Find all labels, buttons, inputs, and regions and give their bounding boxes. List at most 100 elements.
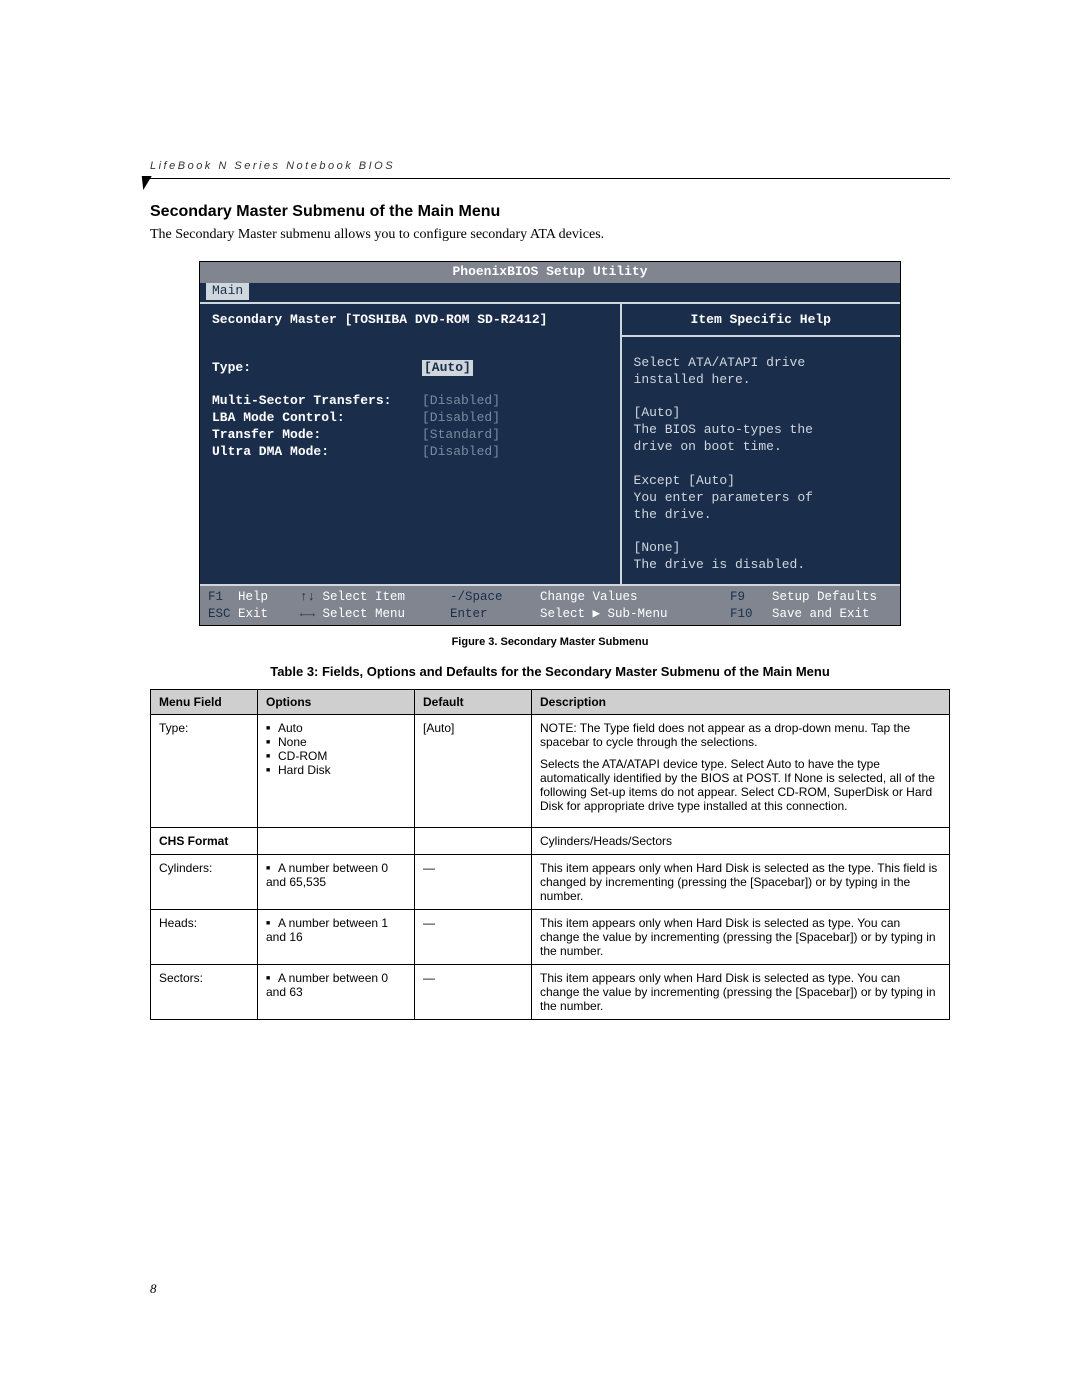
th-default: Default <box>415 689 532 714</box>
cell-type-desc: NOTE: The Type field does not appear as … <box>532 714 950 827</box>
cell-sectors-options: A number between 0 and 63 <box>258 964 415 1019</box>
table-row-sectors: Sectors: A number between 0 and 63 — Thi… <box>151 964 950 1019</box>
cell-sectors-desc: This item appears only when Hard Disk is… <box>532 964 950 1019</box>
cell-heads-menu: Heads: <box>151 909 258 964</box>
th-options: Options <box>258 689 415 714</box>
section-intro: The Secondary Master submenu allows you … <box>150 227 950 243</box>
cell-type-menu: Type: <box>151 714 258 827</box>
bios-help-title: Item Specific Help <box>622 304 900 337</box>
bios-value-ultra: [Disabled] <box>422 444 500 461</box>
cell-cyl-options: A number between 0 and 65,535 <box>258 854 415 909</box>
bios-field-type[interactable]: Type: [Auto] <box>212 360 610 377</box>
bios-field-ultra: Ultra DMA Mode: [Disabled] <box>212 444 610 461</box>
key-esc: ESC <box>208 607 231 621</box>
help-l7: You enter parameters of <box>634 490 890 507</box>
key-enter: Enter <box>450 606 540 622</box>
key-arrows-h: ←→ <box>300 607 315 621</box>
table-caption: Table 3: Fields, Options and Defaults fo… <box>150 664 950 679</box>
bios-menu-bar: Main <box>200 283 900 302</box>
opt-cdrom: CD-ROM <box>266 749 406 763</box>
document-page: LifeBook N Series Notebook BIOS Secondar… <box>0 0 1080 1397</box>
label-select-menu: Select Menu <box>323 607 406 621</box>
help-l2: installed here. <box>634 372 890 389</box>
key-f1: F1 <box>208 590 223 604</box>
opt-heads: A number between 1 and 16 <box>266 916 406 944</box>
opt-auto: Auto <box>266 721 406 735</box>
table-row-type: Type: Auto None CD-ROM Hard Disk [Auto] … <box>151 714 950 827</box>
label-setup-defaults: Setup Defaults <box>772 589 892 605</box>
opt-harddisk: Hard Disk <box>266 763 406 777</box>
help-l9: [None] <box>634 540 890 557</box>
bios-value-lba: [Disabled] <box>422 410 500 427</box>
bios-label-ultra: Ultra DMA Mode: <box>212 444 422 461</box>
table-header-row: Menu Field Options Default Description <box>151 689 950 714</box>
help-l3: [Auto] <box>634 405 890 422</box>
label-save-exit: Save and Exit <box>772 606 892 622</box>
cell-sectors-default: — <box>415 964 532 1019</box>
bios-screen: PhoenixBIOS Setup Utility Main Secondary… <box>199 261 901 626</box>
help-l6: Except [Auto] <box>634 473 890 490</box>
header-breadcrumb: LifeBook N Series Notebook BIOS <box>150 160 950 172</box>
fields-table: Menu Field Options Default Description T… <box>150 689 950 1020</box>
cell-type-default: [Auto] <box>415 714 532 827</box>
opt-none: None <box>266 735 406 749</box>
label-help: Help <box>238 590 268 604</box>
help-l4: The BIOS auto-types the <box>634 422 890 439</box>
label-select-item: Select Item <box>323 590 406 604</box>
bios-field-multi: Multi-Sector Transfers: [Disabled] <box>212 393 610 410</box>
key-f10: F10 <box>730 606 772 622</box>
bios-help-pane: Item Specific Help Select ATA/ATAPI driv… <box>622 304 900 584</box>
cell-heads-desc: This item appears only when Hard Disk is… <box>532 909 950 964</box>
table-row-heads: Heads: A number between 1 and 16 — This … <box>151 909 950 964</box>
bios-value-type[interactable]: [Auto] <box>422 360 473 377</box>
help-l1: Select ATA/ATAPI drive <box>634 355 890 372</box>
table-row-chs: CHS Format Cylinders/Heads/Sectors <box>151 827 950 854</box>
th-description: Description <box>532 689 950 714</box>
bios-value-multi: [Disabled] <box>422 393 500 410</box>
cell-cyl-menu: Cylinders: <box>151 854 258 909</box>
bios-field-lba: LBA Mode Control: [Disabled] <box>212 410 610 427</box>
cell-sectors-menu: Sectors: <box>151 964 258 1019</box>
label-select-sub: Select ▶ Sub-Menu <box>540 606 730 622</box>
cell-heads-options: A number between 1 and 16 <box>258 909 415 964</box>
help-l10: The drive is disabled. <box>634 557 890 574</box>
bios-footrow-1: F1 Help ↑↓ Select Item -/Space Change Va… <box>208 589 892 605</box>
bios-title-bar: PhoenixBIOS Setup Utility <box>200 262 900 283</box>
bios-label-transfer: Transfer Mode: <box>212 427 422 444</box>
bios-left-pane: Secondary Master [TOSHIBA DVD-ROM SD-R24… <box>200 304 622 584</box>
bios-label-lba: LBA Mode Control: <box>212 410 422 427</box>
key-f9: F9 <box>730 589 772 605</box>
bios-subtitle: Secondary Master [TOSHIBA DVD-ROM SD-R24… <box>212 312 610 329</box>
bios-field-transfer: Transfer Mode: [Standard] <box>212 427 610 444</box>
cell-chs-default <box>415 827 532 854</box>
label-change-values: Change Values <box>540 589 730 605</box>
cell-type-options: Auto None CD-ROM Hard Disk <box>258 714 415 827</box>
type-desc2: Selects the ATA/ATAPI device type. Selec… <box>540 757 941 813</box>
th-menu: Menu Field <box>151 689 258 714</box>
key-space: -/Space <box>450 589 540 605</box>
type-desc1: NOTE: The Type field does not appear as … <box>540 721 941 749</box>
cell-chs-desc: Cylinders/Heads/Sectors <box>532 827 950 854</box>
cell-cyl-default: — <box>415 854 532 909</box>
figure-caption: Figure 3. Secondary Master Submenu <box>150 636 950 648</box>
opt-sectors: A number between 0 and 63 <box>266 971 406 999</box>
bios-footer: F1 Help ↑↓ Select Item -/Space Change Va… <box>200 586 900 625</box>
bios-menu-main[interactable]: Main <box>206 283 249 300</box>
help-l8: the drive. <box>634 507 890 524</box>
bios-label-multi: Multi-Sector Transfers: <box>212 393 422 410</box>
bios-value-transfer: [Standard] <box>422 427 500 444</box>
cell-chs-options <box>258 827 415 854</box>
page-number: 8 <box>150 1281 157 1297</box>
header-rule <box>150 178 950 179</box>
bios-label-type: Type: <box>212 360 422 377</box>
cell-chs-menu: CHS Format <box>151 827 258 854</box>
bios-body: Secondary Master [TOSHIBA DVD-ROM SD-R24… <box>200 302 900 586</box>
bios-footrow-2: ESC Exit ←→ Select Menu Enter Select ▶ S… <box>208 606 892 622</box>
cell-heads-default: — <box>415 909 532 964</box>
help-l5: drive on boot time. <box>634 439 890 456</box>
section-title: Secondary Master Submenu of the Main Men… <box>150 203 950 221</box>
opt-cyl: A number between 0 and 65,535 <box>266 861 406 889</box>
table-row-cylinders: Cylinders: A number between 0 and 65,535… <box>151 854 950 909</box>
key-arrows-v: ↑↓ <box>300 590 315 604</box>
label-exit: Exit <box>238 607 268 621</box>
